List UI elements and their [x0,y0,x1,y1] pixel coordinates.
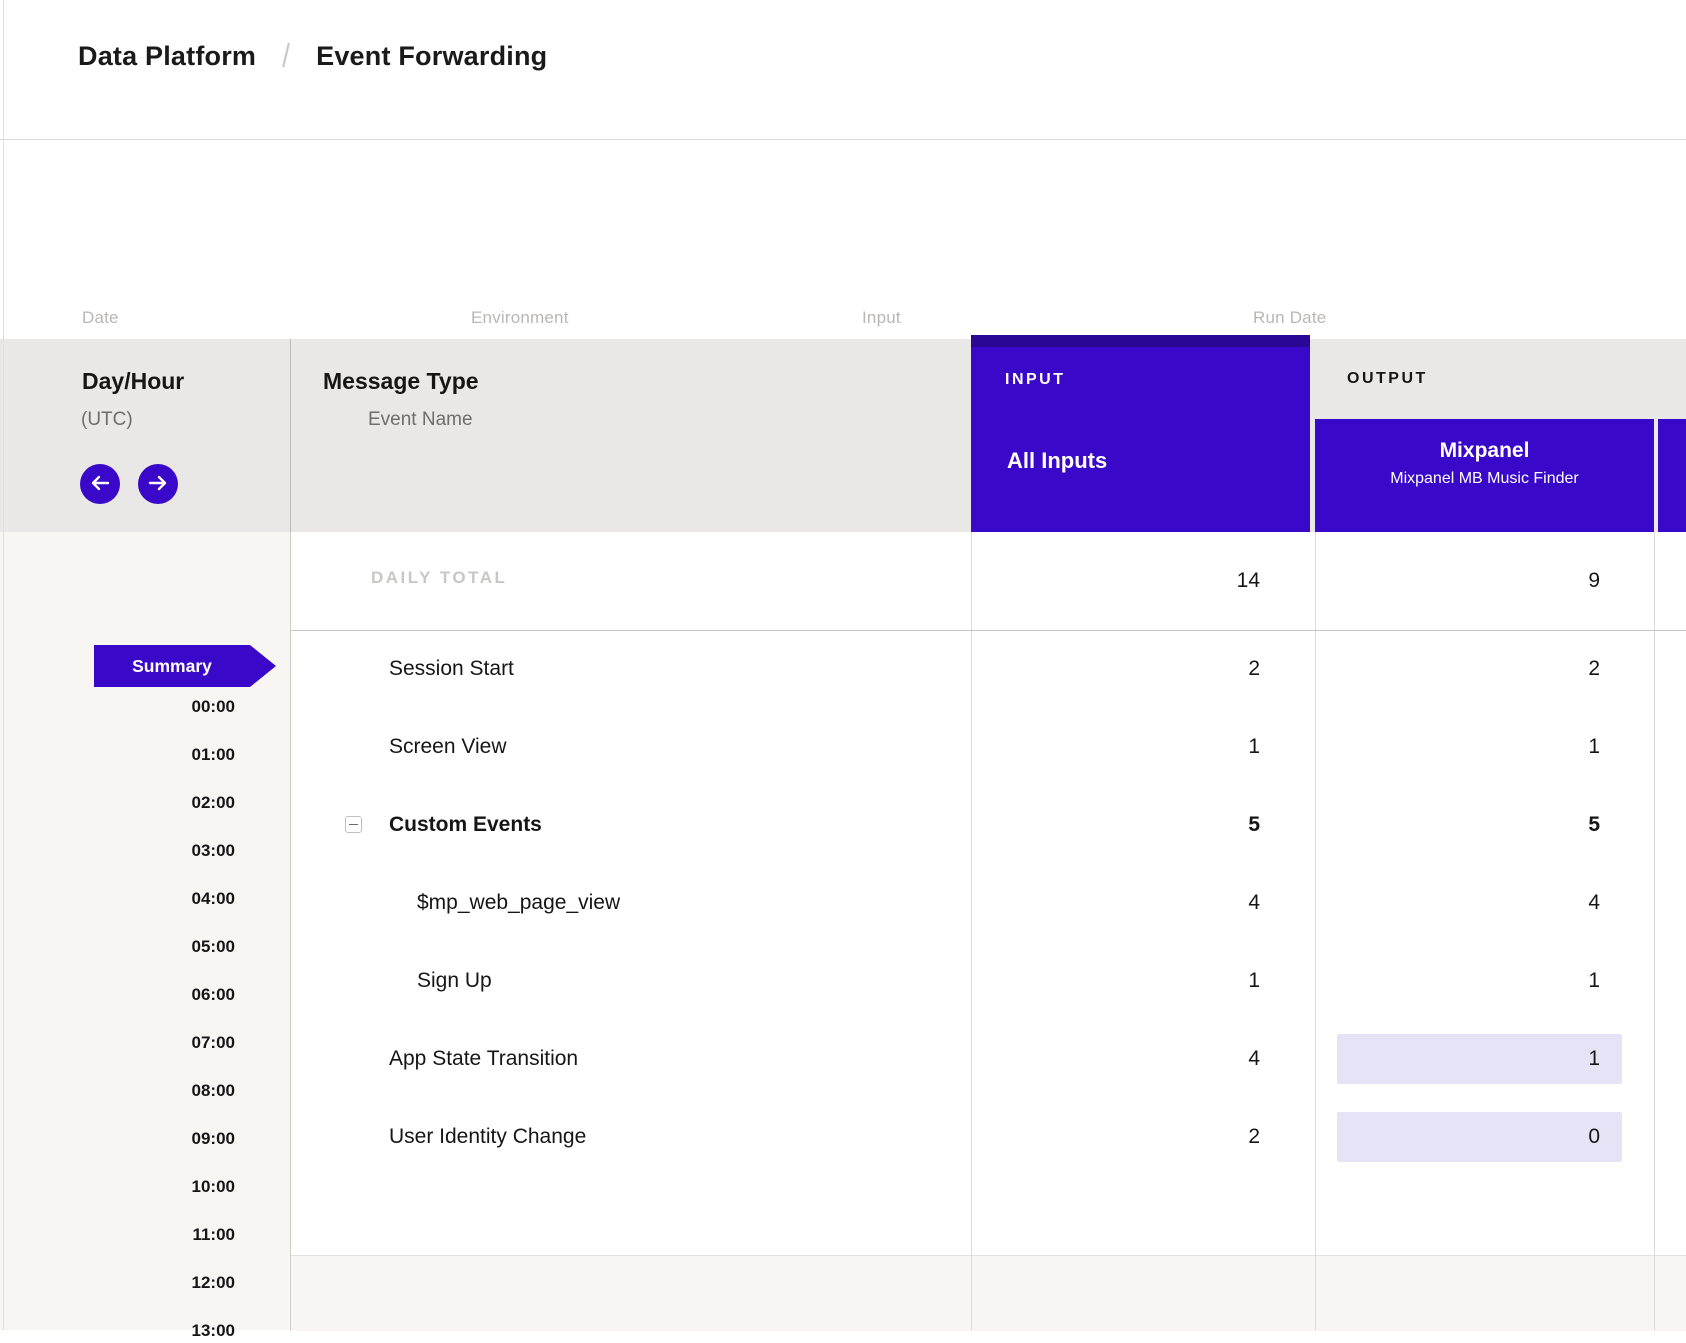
hour-label-10[interactable]: 10:00 [192,1175,235,1199]
hour-label-08[interactable]: 08:00 [192,1079,235,1103]
event-row-label: Screen View [389,733,507,761]
output-column-label: OUTPUT [1347,370,1428,388]
input-column-label: INPUT [1005,371,1066,389]
daily-total-bottom-border [290,630,1686,631]
collapse-custom-events-icon[interactable] [345,816,362,833]
filter-bar: Date Environment Input Run Date 08/08/20… [0,140,1686,339]
hour-label-00[interactable]: 00:00 [192,695,235,719]
hour-label-11[interactable]: 11:00 [192,1223,235,1247]
previous-day-button[interactable] [80,464,120,504]
breadcrumb-bar: Data Platform / Event Forwarding [0,0,1686,140]
event-row-input-value: 2 [1000,1123,1260,1151]
daily-total-label: DAILY TOTAL [371,568,507,588]
event-row-output-value: 0 [1340,1123,1600,1151]
breadcrumb-separator: / [282,38,290,75]
event-row-label: User Identity Change [389,1123,586,1151]
output-next-column-header-partial [1658,419,1686,532]
date-filter-label: Date [82,308,119,328]
output-mixpanel-header: Mixpanel Mixpanel MB Music Finder [1315,419,1654,532]
column-border-input [971,532,972,1330]
event-row-label: Sign Up [417,967,492,995]
event-row-input-value: 1 [1000,967,1260,995]
table-footer-empty-area [290,1255,1686,1331]
message-type-column-title: Message Type [323,368,479,395]
input-column-name: All Inputs [1007,448,1107,474]
event-row-output-value: 2 [1340,655,1600,683]
event-row-input-value: 5 [1000,811,1260,839]
column-border-day-hour [290,532,291,1330]
event-row-input-value: 4 [1000,1045,1260,1073]
event-row-output-value: 4 [1340,889,1600,917]
hour-label-02[interactable]: 02:00 [192,791,235,815]
hour-label-09[interactable]: 09:00 [192,1127,235,1151]
daily-total-input-value: 14 [1000,567,1260,595]
event-row-output-value: 1 [1340,967,1600,995]
event-row-label: $mp_web_page_view [417,889,620,917]
arrow-right-icon [148,475,168,494]
run-date-label: Run Date [1253,308,1326,328]
arrow-left-icon [90,475,110,494]
hour-label-06[interactable]: 06:00 [192,983,235,1007]
breadcrumb: Data Platform / Event Forwarding [78,40,547,72]
input-column-header: INPUT All Inputs [971,335,1310,532]
page-title: Event Forwarding [316,41,547,72]
event-row-output-value: 1 [1340,1045,1600,1073]
table-header: Day/Hour (UTC) Message Type Event Name I… [0,339,1686,532]
environment-filter-label: Environment [471,308,569,328]
event-row-label: App State Transition [389,1045,578,1073]
summary-tab-label: Summary [94,645,250,687]
column-border-output-2 [1654,532,1655,1330]
header-column-divider [290,339,291,532]
output-mixpanel-title: Mixpanel [1315,439,1654,463]
event-row-label: Session Start [389,655,514,683]
hour-label-01[interactable]: 01:00 [192,743,235,767]
page-left-edge [3,0,4,1330]
hour-label-05[interactable]: 05:00 [192,935,235,959]
event-row-input-value: 2 [1000,655,1260,683]
input-filter-label: Input [862,308,901,328]
output-mixpanel-subtitle: Mixpanel MB Music Finder [1315,470,1654,488]
event-row-input-value: 1 [1000,733,1260,761]
hour-label-03[interactable]: 03:00 [192,839,235,863]
event-row-output-value: 5 [1340,811,1600,839]
event-row-input-value: 4 [1000,889,1260,917]
message-type-column-subtitle: Event Name [368,409,473,431]
day-hour-column-subtitle: (UTC) [81,409,133,431]
hour-label-07[interactable]: 07:00 [192,1031,235,1055]
table-body: DAILY TOTAL 14 9 Summary 00:00 01:00 02:… [0,532,1686,1330]
next-day-button[interactable] [138,464,178,504]
hour-label-13[interactable]: 13:00 [192,1319,235,1343]
summary-tab[interactable]: Summary [94,645,250,687]
breadcrumb-section[interactable]: Data Platform [78,41,256,72]
event-row-label: Custom Events [389,811,542,839]
day-hour-column-title: Day/Hour [82,368,184,395]
daily-total-output-value: 9 [1340,567,1600,595]
input-column-header-top-strip [971,335,1310,347]
column-border-output-1 [1315,532,1316,1330]
event-row-output-value: 1 [1340,733,1600,761]
hour-label-04[interactable]: 04:00 [192,887,235,911]
hour-label-12[interactable]: 12:00 [192,1271,235,1295]
